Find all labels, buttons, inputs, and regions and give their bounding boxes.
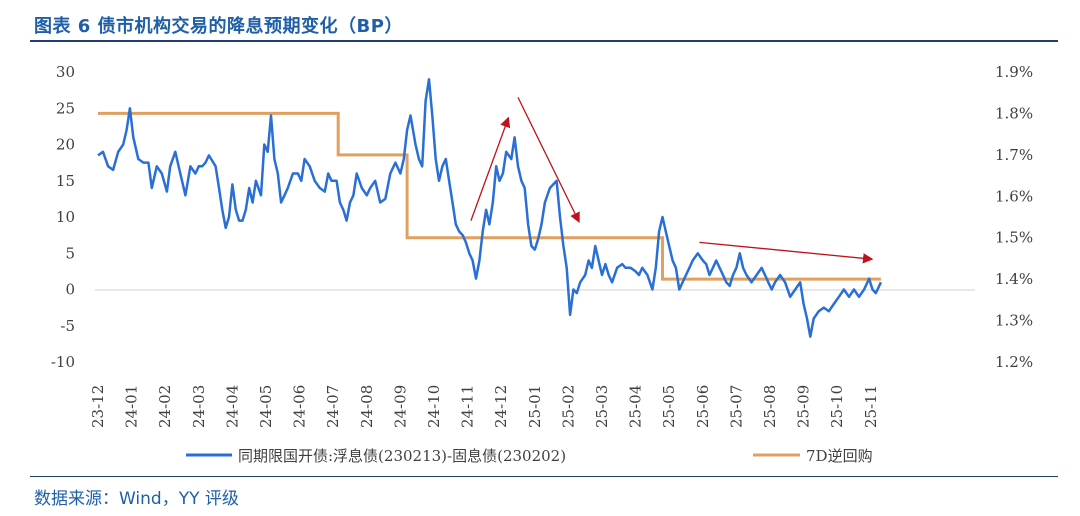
- legend-label-repo: 7D逆回购: [806, 447, 873, 465]
- y-right-tick-label: 1.2%: [995, 353, 1033, 371]
- x-tick-label: 24-01: [123, 385, 141, 428]
- y-left-tick-label: 30: [56, 63, 75, 81]
- annotation-arrows: [470, 97, 874, 264]
- trend-arrow: [470, 116, 511, 221]
- footer-divider: [30, 476, 1058, 477]
- y-right-tick-label: 1.4%: [995, 270, 1033, 288]
- y-left-tick-label: 5: [65, 244, 75, 262]
- y-right-axis: 1.9% 1.8% 1.7% 1.6% 1.5% 1.4% 1.3% 1.2%: [995, 63, 1033, 371]
- legend-label-spread: 同期限国开债:浮息债(230213)-固息债(230202): [238, 447, 566, 465]
- series-line-7d-repo: [98, 111, 881, 281]
- y-left-tick-label: 20: [56, 136, 75, 154]
- x-tick-label: 25-08: [761, 385, 779, 428]
- chart-title: 图表 6 债市机构交易的降息预期变化（BP）: [34, 16, 403, 37]
- x-tick-label: 25-09: [795, 385, 813, 428]
- y-right-tick-label: 1.7%: [995, 146, 1033, 164]
- y-left-axis: 30 25 20 15 10 5 0 -5 -10: [51, 63, 75, 371]
- x-tick-label: 24-08: [358, 385, 376, 428]
- series-layer: [97, 78, 883, 338]
- source-note: 数据来源：Wind，YY 评级: [34, 489, 239, 509]
- x-tick-label: 25-03: [593, 385, 611, 428]
- y-left-tick-label: 25: [56, 99, 75, 117]
- y-right-tick-label: 1.3%: [995, 312, 1033, 330]
- x-tick-label: 25-04: [627, 385, 645, 428]
- y-right-tick-label: 1.8%: [995, 104, 1033, 122]
- x-tick-label: 23-12: [89, 385, 107, 428]
- x-tick-label: 24-11: [459, 385, 477, 428]
- y-left-tick-label: 0: [65, 281, 75, 299]
- x-tick-label: 25-11: [862, 385, 880, 428]
- trend-arrow: [517, 97, 580, 223]
- series-line-spread: [97, 78, 883, 338]
- x-tick-label: 25-06: [694, 385, 712, 428]
- x-tick-label: 24-03: [190, 385, 208, 428]
- y-right-tick-label: 1.6%: [995, 187, 1033, 205]
- x-tick-label: 24-06: [291, 385, 309, 428]
- x-tick-label: 25-10: [828, 385, 846, 428]
- x-tick-label: 25-05: [660, 385, 678, 428]
- y-left-tick-label: 15: [56, 172, 75, 190]
- y-left-tick-label: 10: [56, 208, 75, 226]
- x-tick-label: 25-07: [727, 385, 745, 428]
- x-tick-label: 24-05: [257, 385, 275, 428]
- y-right-tick-label: 1.9%: [995, 63, 1033, 81]
- trend-arrow: [699, 241, 874, 264]
- y-left-tick-label: -10: [51, 353, 75, 371]
- x-tick-label: 24-04: [223, 385, 241, 428]
- x-tick-label: 24-10: [425, 385, 443, 428]
- x-tick-label: 24-02: [156, 385, 174, 428]
- title-divider: [30, 40, 1058, 42]
- x-tick-label: 24-07: [324, 385, 342, 428]
- x-tick-label: 25-01: [526, 385, 544, 428]
- y-left-tick-label: -5: [60, 317, 75, 335]
- x-tick-label: 25-02: [559, 385, 577, 428]
- legend: 同期限国开债:浮息债(230213)-固息债(230202) 7D逆回购: [186, 447, 873, 465]
- x-tick-label: 24-09: [391, 385, 409, 428]
- x-axis: 23-12 24-01 24-02 24-03 24-04 24-05 24-06 24-07…: [89, 385, 880, 428]
- x-tick-label: 24-12: [492, 385, 510, 428]
- y-right-tick-label: 1.5%: [995, 229, 1033, 247]
